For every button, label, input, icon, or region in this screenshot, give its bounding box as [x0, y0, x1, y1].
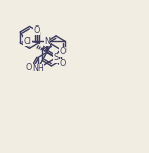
Text: NH: NH [32, 64, 44, 73]
Text: O: O [60, 59, 66, 68]
Text: O: O [33, 26, 39, 35]
Text: NH: NH [32, 64, 44, 73]
Text: Cl: Cl [23, 37, 31, 46]
Text: O: O [60, 47, 66, 56]
Text: O: O [26, 63, 32, 72]
Text: N: N [44, 37, 50, 46]
Polygon shape [45, 41, 48, 52]
Text: N: N [44, 37, 50, 46]
Text: O: O [26, 63, 32, 72]
Text: S: S [53, 53, 59, 62]
Text: O: O [33, 25, 39, 34]
